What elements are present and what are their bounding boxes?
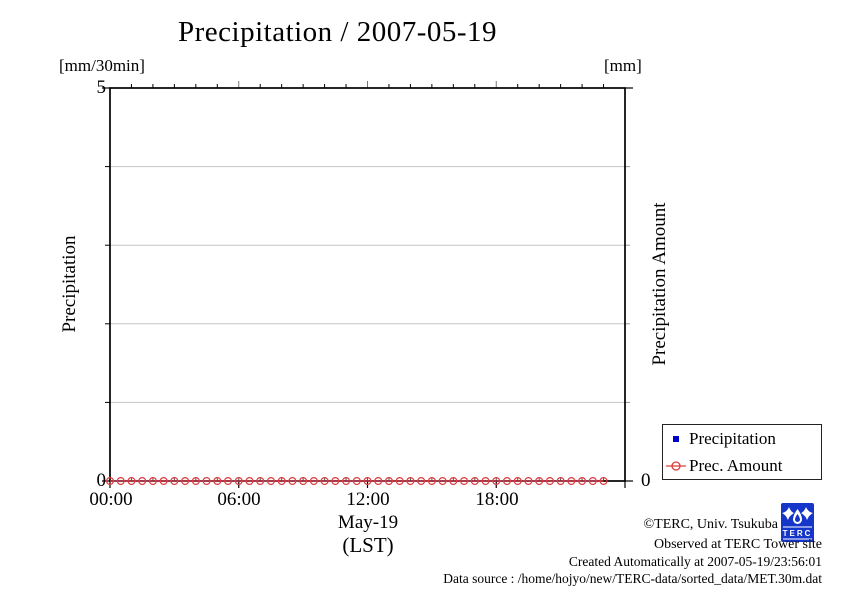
x-axis-label-lst: (LST) [342, 533, 394, 557]
legend: Precipitation Prec. Amount [662, 424, 822, 480]
legend-label-prec-amount: Prec. Amount [689, 455, 783, 475]
left-axis-tick-0: 0 [96, 470, 107, 491]
legend-label-precipitation: Precipitation [689, 428, 776, 448]
observed-text: Observed at TERC Tower site [653, 537, 822, 552]
x-tick-0600: 06:00 [217, 489, 261, 510]
x-tick-1200: 12:00 [346, 489, 390, 510]
chart-title: Precipitation / 2007-05-19 [178, 16, 498, 48]
x-tick-1800: 18:00 [475, 489, 519, 510]
svg-text:TERC: TERC [783, 529, 813, 538]
legend-item-precipitation: Precipitation [663, 425, 821, 452]
copyright-text: ©TERC, Univ. Tsukuba [643, 517, 779, 532]
x-tick-0000: 00:00 [89, 489, 133, 510]
terc-logo-icon: TERC [781, 503, 814, 542]
right-axis-tick-0: 0 [641, 470, 651, 491]
left-axis-unit: [mm/30min] [59, 56, 145, 75]
right-axis-unit: [mm] [604, 56, 642, 75]
precipitation-square-icon [663, 433, 689, 445]
left-axis-tick-5: 5 [96, 77, 107, 98]
created-text: Created Automatically at 2007-05-19/23:5… [568, 554, 822, 569]
x-axis-label-date: May-19 [337, 512, 399, 533]
data-source-text: Data source : /home/hojyo/new/TERC-data/… [443, 571, 822, 586]
legend-item-prec-amount: Prec. Amount [663, 452, 821, 479]
prec-amount-circle-icon [663, 460, 689, 472]
